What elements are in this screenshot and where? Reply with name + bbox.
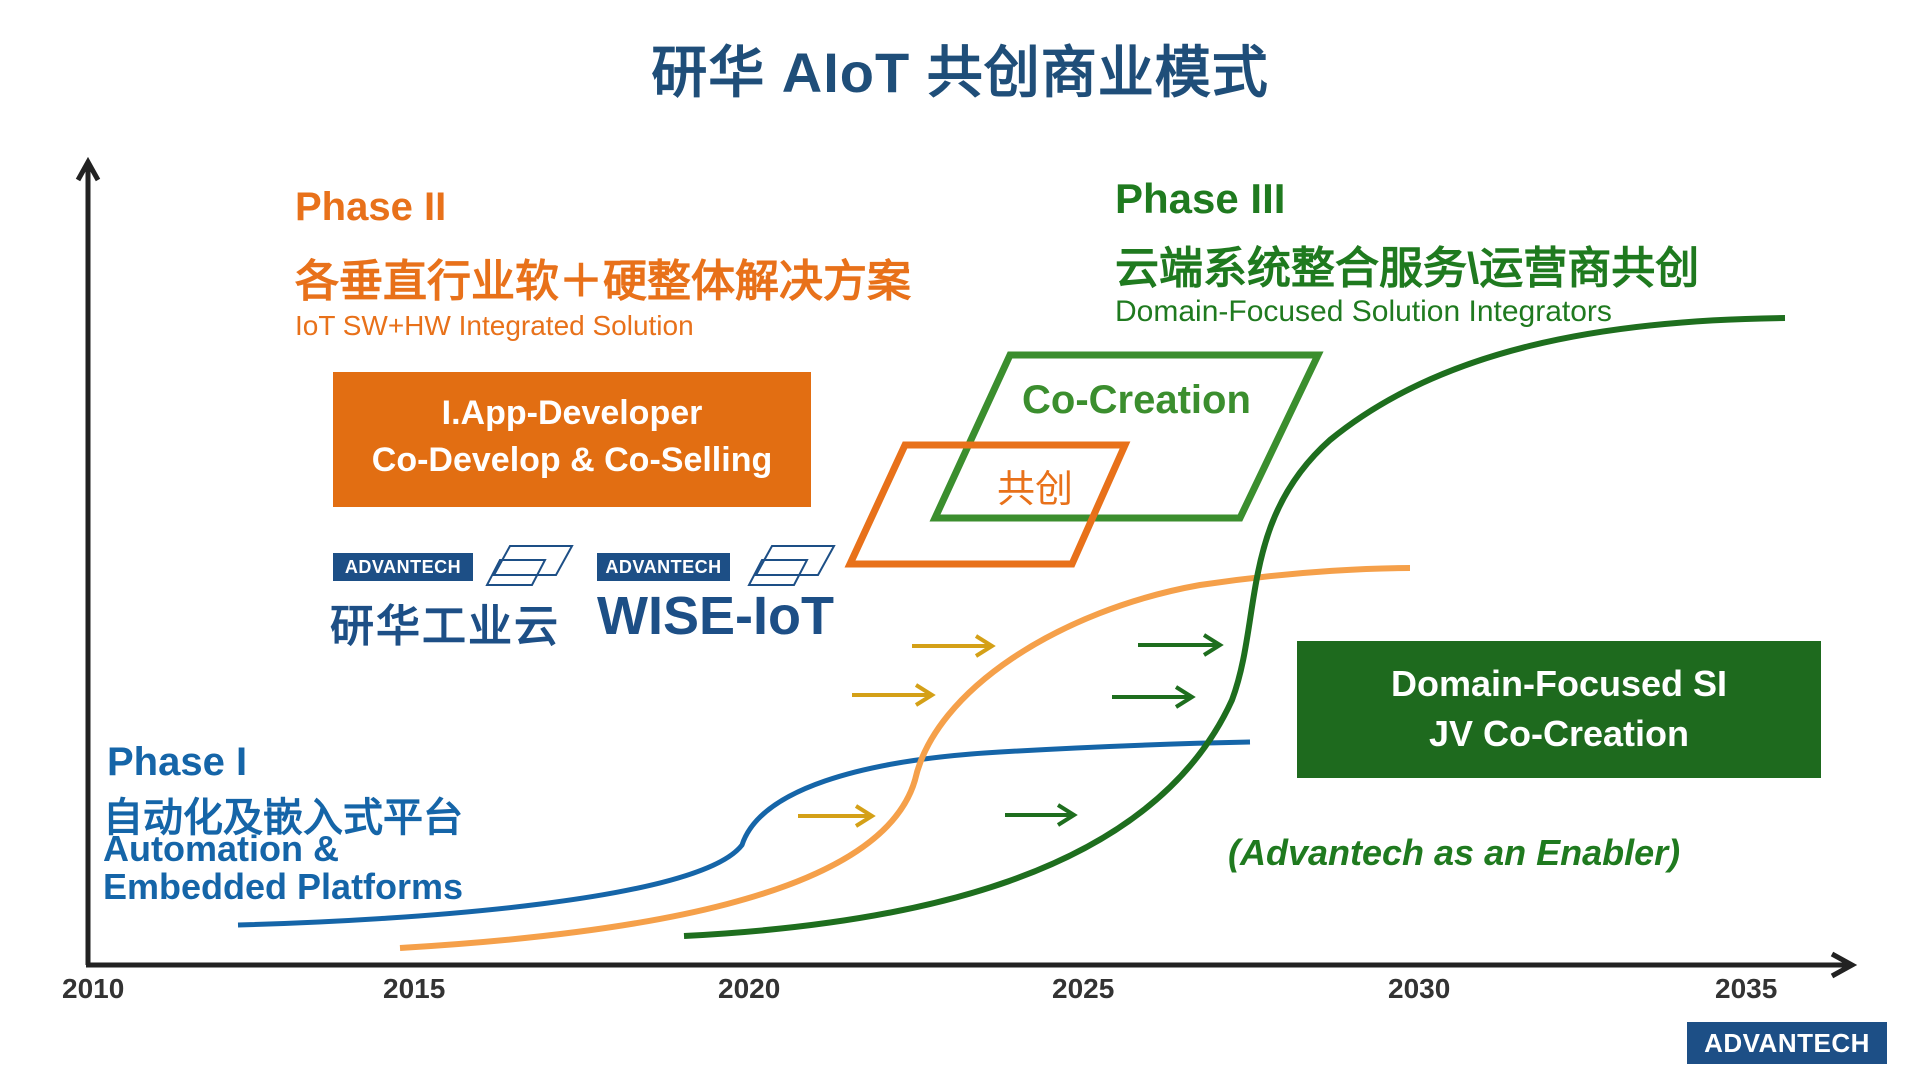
year-label: 2015 [383, 973, 446, 1004]
app-developer-line2: Co-Develop & Co-Selling [371, 441, 773, 479]
year-label: 2010 [62, 973, 125, 1004]
phase3-cn-title: 云端系统整合服务\运营商共创 [1115, 244, 1700, 293]
phase3-curve [683, 315, 1786, 939]
cocreation-cn-label: 共创 [997, 469, 1074, 511]
year-label: 2025 [1052, 973, 1115, 1004]
enabler-note: (Advantech as an Enabler) [1228, 832, 1681, 873]
advantech-logo-1: ADVANTECH [333, 553, 473, 581]
cloud-cn-brand: 研华工业云 [330, 602, 560, 651]
phase1-heading: Phase I [107, 740, 248, 784]
phase3-en-subtitle: Domain-Focused Solution Integrators [1115, 295, 1612, 328]
cocreation-green-parallelogram [929, 351, 1324, 522]
cocreation-label: Co-Creation [1022, 378, 1251, 422]
y-axis [75, 156, 101, 965]
year-label: 2035 [1715, 973, 1778, 1004]
year-label: 2030 [1388, 973, 1451, 1004]
advantech-logo-2: ADVANTECH [597, 553, 730, 581]
wise-iot-brand: WISE-IoT [597, 586, 834, 646]
page-title: 研华 AIoT 共创商业模式 [651, 41, 1269, 104]
phase2-cn-title: 各垂直行业软＋硬整体解决方案 [295, 257, 911, 306]
app-developer-box: I.App-Developer Co-Develop & Co-Selling [333, 372, 811, 507]
domain-si-line1: Domain-Focused SI [1390, 663, 1728, 704]
cloud-layers-icon [485, 545, 836, 586]
transition-arrows-green [1005, 633, 1224, 827]
phase2-heading: Phase II [295, 185, 447, 229]
phase1-curve [237, 739, 1251, 928]
phase1-en-line2: Embedded Platforms [103, 866, 464, 907]
phase2-en-subtitle: IoT SW+HW Integrated Solution [295, 310, 694, 341]
footer-advantech-logo: ADVANTECH [1687, 1022, 1887, 1064]
cocreation-orange-parallelogram [844, 441, 1131, 568]
domain-si-box: Domain-Focused SI JV Co-Creation [1297, 641, 1821, 778]
year-label: 2020 [718, 973, 781, 1004]
phase3-heading: Phase III [1115, 175, 1286, 222]
x-axis [86, 951, 1858, 979]
domain-si-line2: JV Co-Creation [1428, 713, 1690, 754]
phase1-cn-title: 自动化及嵌入式平台 [103, 796, 463, 840]
phase2-curve [399, 565, 1411, 951]
phase1-en-line1: Automation & [103, 828, 339, 869]
transition-arrows-gold [798, 634, 996, 828]
app-developer-line1: I.App-Developer [441, 394, 703, 432]
